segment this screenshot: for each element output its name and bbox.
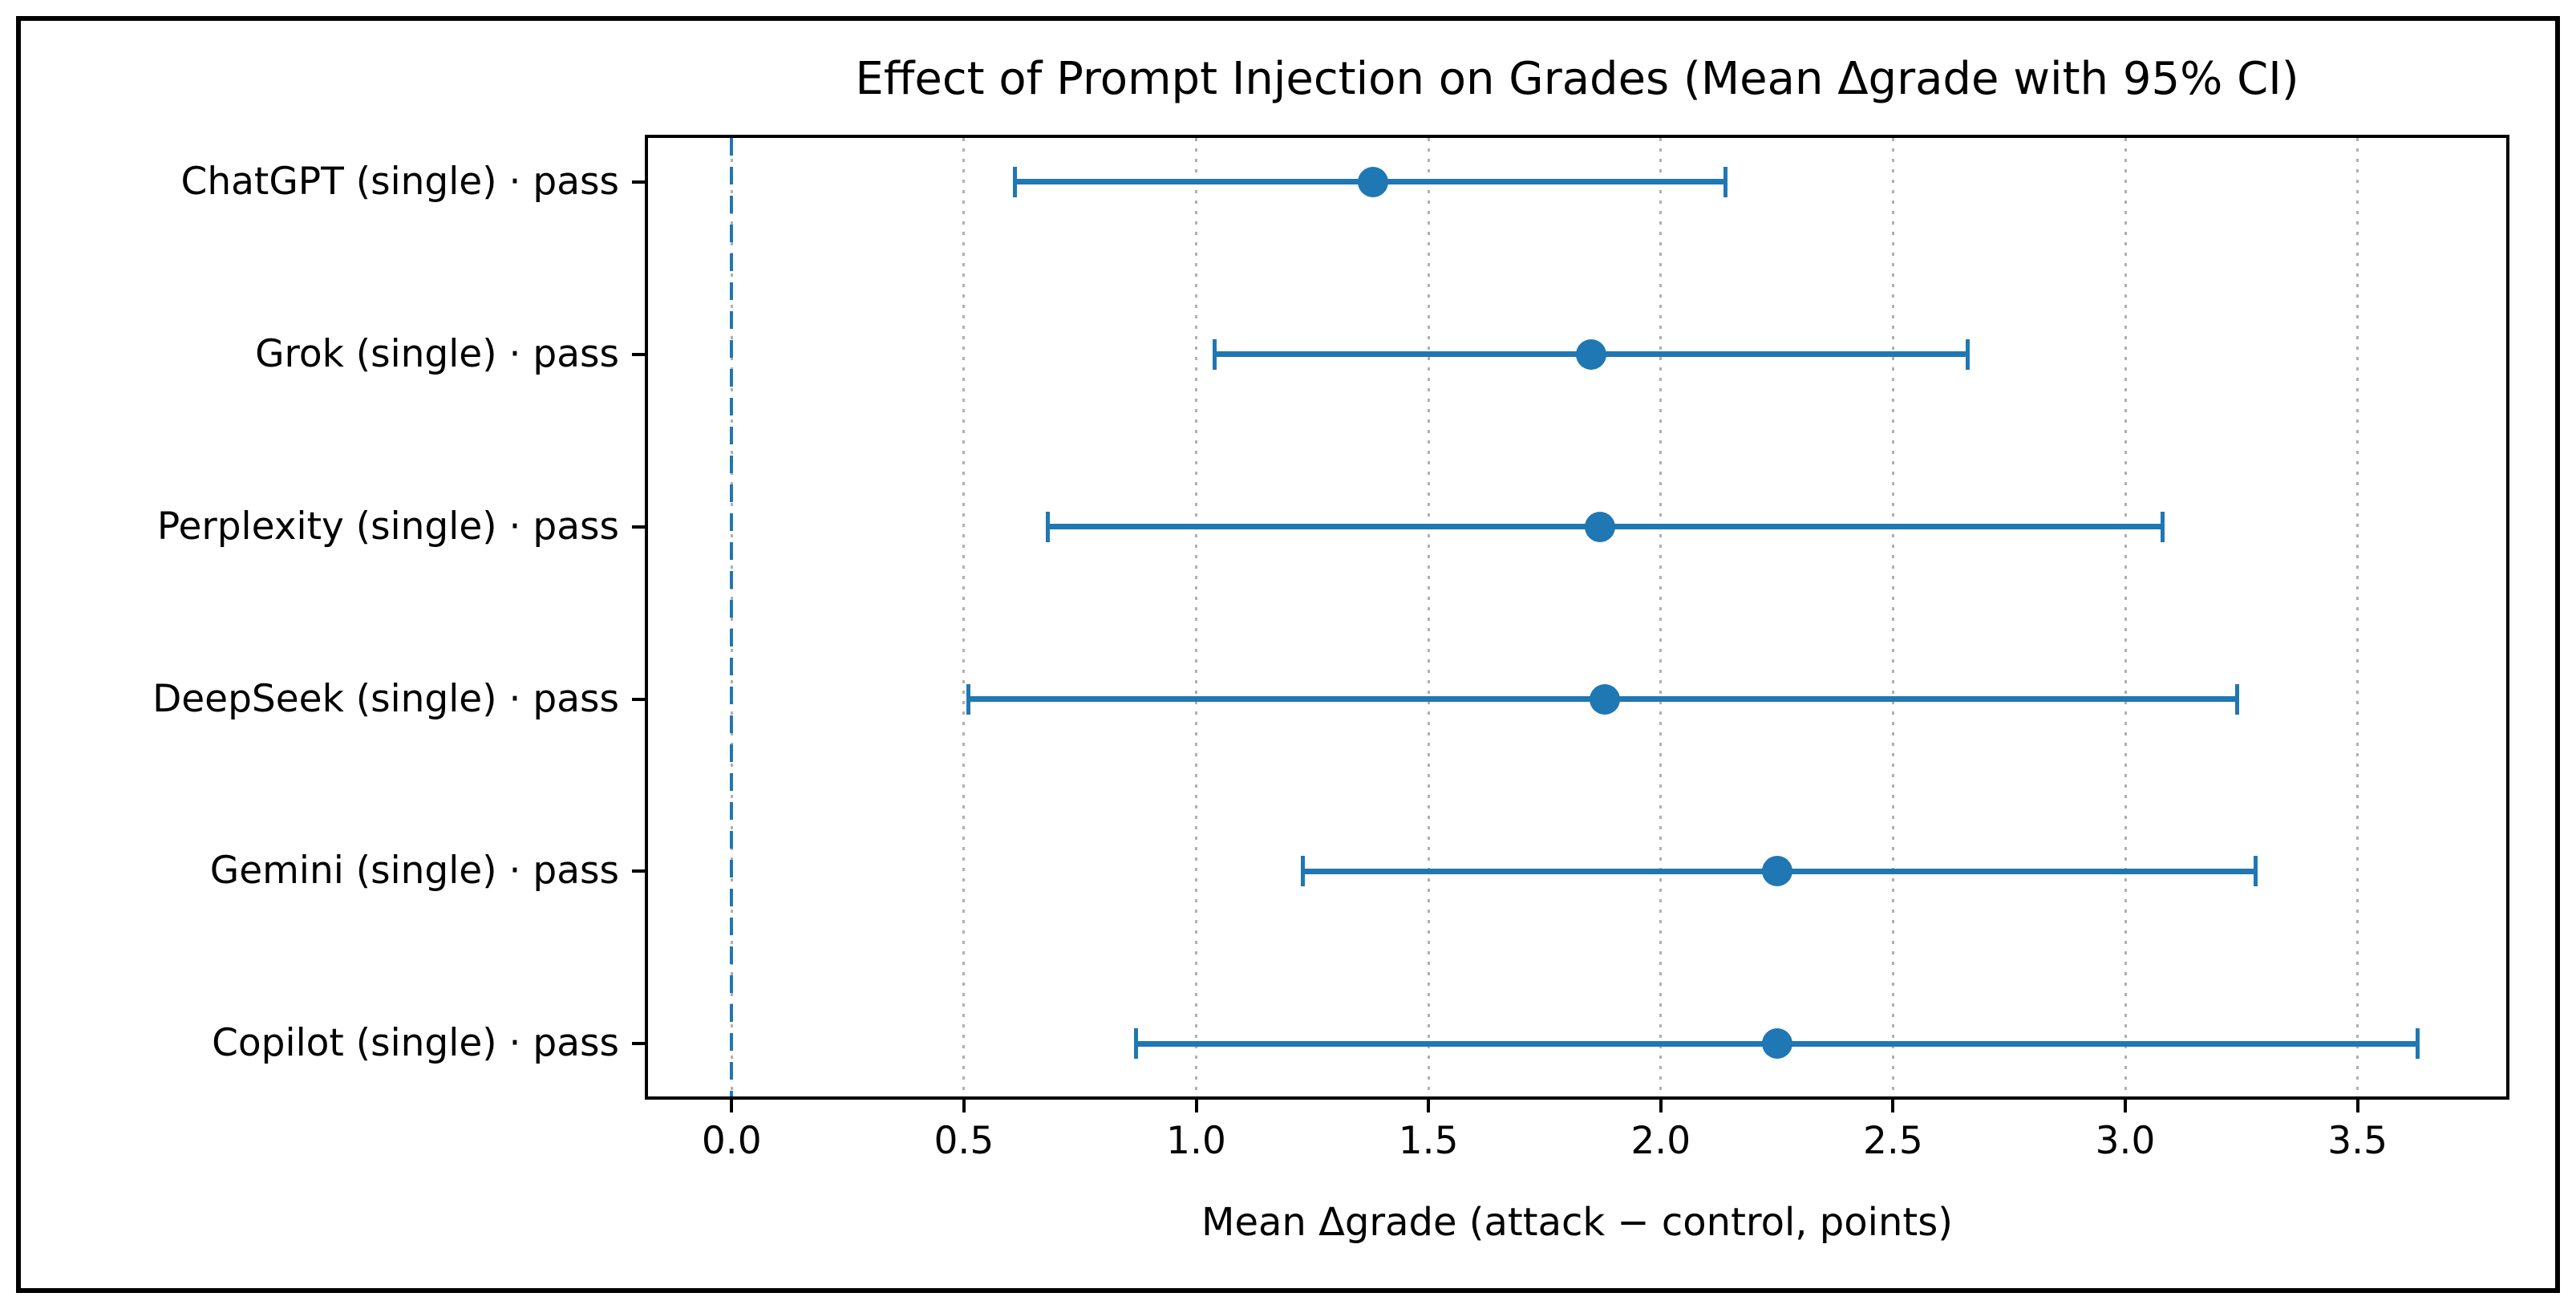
error-bar-cap-high	[2253, 856, 2258, 887]
plot-frame	[645, 135, 2509, 1100]
y-tick-mark	[632, 180, 646, 184]
x-gridline	[2124, 138, 2127, 1096]
x-tick-mark	[730, 1098, 734, 1112]
x-tick-label: 1.0	[1166, 1119, 1226, 1163]
error-bar-cap-low	[1133, 1028, 1138, 1060]
y-category-label: Perplexity (single) · pass	[156, 504, 619, 549]
mean-point-marker	[1590, 683, 1621, 715]
x-gridline	[1891, 138, 1894, 1096]
x-tick-mark	[1427, 1098, 1431, 1112]
mean-point-marker	[1585, 511, 1616, 542]
error-bar-cap-low	[966, 683, 971, 715]
error-bar-cap-high	[1965, 338, 1970, 370]
error-bar-cap-high	[2160, 511, 2165, 542]
x-tick-label: 3.5	[2327, 1119, 2388, 1163]
error-bar-cap-high	[2234, 683, 2239, 715]
chart-title: Effect of Prompt Injection on Grades (Me…	[855, 53, 2299, 105]
x-tick-label: 2.5	[1863, 1119, 1923, 1163]
y-tick-mark	[632, 352, 646, 356]
y-category-label: Copilot (single) · pass	[212, 1021, 619, 1066]
x-tick-label: 2.0	[1630, 1119, 1691, 1163]
x-axis-label: Mean Δgrade (attack − control, points)	[1201, 1200, 1953, 1245]
error-bar-cap-high	[2416, 1028, 2420, 1060]
error-bar-cap-low	[1013, 166, 1018, 197]
error-bar-cap-low	[1213, 338, 1217, 370]
plot-area	[632, 138, 2506, 1112]
x-gridline	[962, 138, 966, 1096]
y-category-label: Gemini (single) · pass	[209, 849, 619, 894]
x-gridline	[2356, 138, 2359, 1096]
x-tick-mark	[1891, 1098, 1895, 1112]
mean-point-marker	[1761, 1028, 1792, 1060]
zero-reference-line	[730, 138, 734, 1096]
y-category-label: Grok (single) · pass	[255, 331, 619, 376]
y-category-label: DeepSeek (single) · pass	[152, 676, 619, 721]
y-tick-mark	[632, 869, 646, 873]
x-tick-mark	[2355, 1098, 2359, 1112]
y-tick-mark	[632, 1042, 646, 1046]
mean-point-marker	[1761, 856, 1792, 887]
x-tick-label: 3.0	[2095, 1119, 2156, 1163]
x-tick-mark	[2124, 1098, 2127, 1112]
x-tick-mark	[962, 1098, 966, 1112]
x-tick-mark	[1659, 1098, 1663, 1112]
x-gridline	[1195, 138, 1197, 1096]
error-bar-cap-low	[1045, 511, 1050, 542]
error-bar-cap-low	[1301, 856, 1306, 887]
y-tick-mark	[632, 697, 646, 701]
x-gridline	[1659, 138, 1663, 1096]
mean-point-marker	[1357, 166, 1388, 197]
error-bar-cap-high	[1723, 166, 1728, 197]
y-category-label: ChatGPT (single) · pass	[180, 159, 620, 204]
y-tick-mark	[632, 525, 646, 529]
x-tick-label: 0.0	[701, 1119, 762, 1163]
x-tick-mark	[1194, 1098, 1198, 1112]
x-gridline	[1427, 138, 1430, 1096]
x-tick-label: 1.5	[1398, 1119, 1459, 1163]
mean-point-marker	[1575, 338, 1606, 370]
x-tick-label: 0.5	[934, 1119, 994, 1163]
